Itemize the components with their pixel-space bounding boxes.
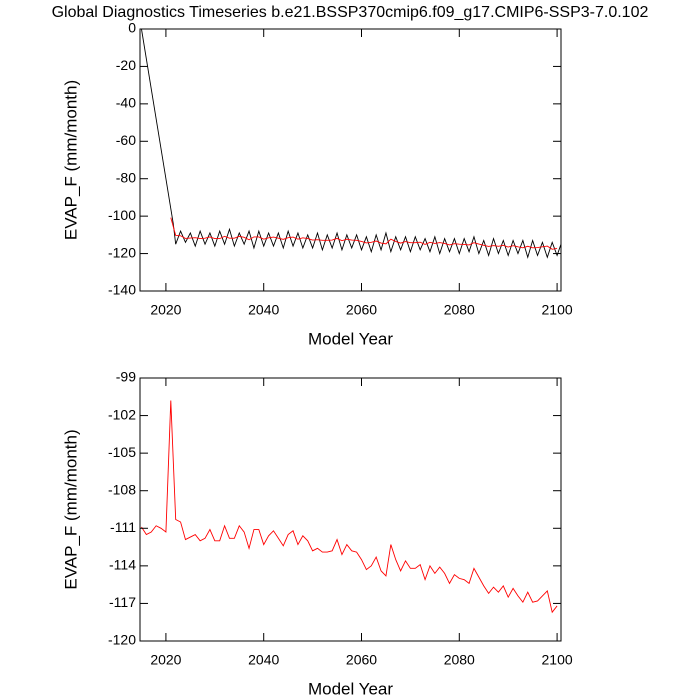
y-tick-label: -20	[116, 57, 136, 73]
y-tick-label: -105	[108, 444, 136, 460]
data-line	[141, 400, 558, 614]
x-tick-label: 2060	[346, 652, 377, 668]
x-tick-label: 2020	[150, 302, 181, 318]
y-tick-label: -140	[108, 282, 136, 298]
y-tick-label: -120	[108, 632, 136, 648]
y-tick-label: -120	[108, 244, 136, 260]
y-axis-label: EVAP_F (mm/month)	[61, 429, 80, 589]
y-axis-label: EVAP_F (mm/month)	[61, 80, 80, 240]
y-tick-label: -108	[108, 481, 136, 497]
x-axis-label: Model Year	[308, 329, 393, 348]
x-tick-label: 2080	[444, 652, 475, 668]
y-tick-label: -102	[108, 406, 136, 422]
data-line	[170, 217, 558, 250]
x-tick-label: 2080	[444, 302, 475, 318]
x-tick-label: 2060	[346, 302, 377, 318]
plot-frame	[139, 377, 562, 642]
x-tick-label: 2040	[248, 652, 279, 668]
x-tick-label: 2040	[248, 302, 279, 318]
y-tick-label: -99	[116, 369, 136, 385]
y-tick-label: -60	[116, 132, 136, 148]
x-tick-label: 2020	[150, 652, 181, 668]
y-tick-label: -114	[109, 557, 136, 573]
x-tick-label: 2100	[542, 652, 573, 668]
y-tick-label: -111	[110, 519, 136, 535]
y-tick-label: -40	[116, 95, 136, 111]
y-tick-label: -100	[108, 207, 136, 223]
chart-title: Global Diagnostics Timeseries b.e21.BSSP…	[52, 4, 649, 21]
y-tick-label: -117	[109, 594, 136, 610]
x-axis-label: Model Year	[308, 679, 393, 698]
plot-frame	[139, 28, 562, 292]
y-tick-label: 0	[128, 20, 136, 36]
y-tick-label: -80	[116, 169, 136, 185]
x-tick-label: 2100	[542, 302, 573, 318]
data-line	[141, 28, 562, 259]
